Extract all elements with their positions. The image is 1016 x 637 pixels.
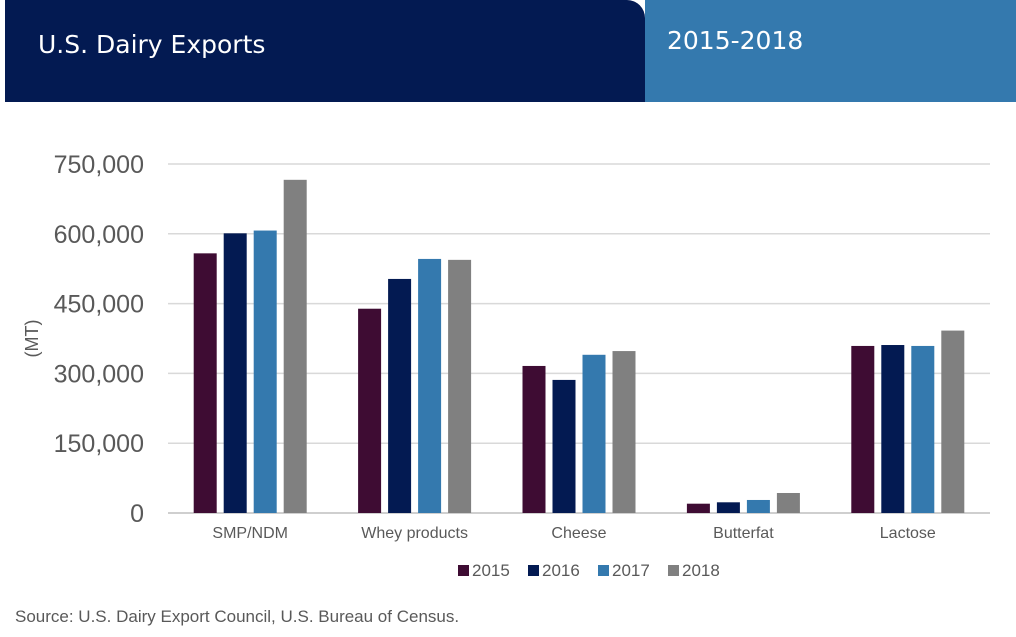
legend-swatch-2015	[458, 565, 469, 576]
header-title-panel: U.S. Dairy Exports	[5, 0, 645, 102]
x-tick-label: Lactose	[880, 525, 936, 542]
legend-label-2016: 2016	[542, 561, 580, 580]
bar-2016-cheese	[552, 379, 576, 513]
bar-2015-smp-ndm	[193, 253, 217, 513]
legend-label-2018: 2018	[682, 561, 720, 580]
page-title: U.S. Dairy Exports	[38, 30, 266, 59]
x-tick-label: Butterfat	[713, 525, 774, 542]
x-tick-label: Whey products	[361, 525, 468, 542]
source-note: Source: U.S. Dairy Export Council, U.S. …	[15, 607, 460, 626]
bar-2018-lactose	[941, 330, 965, 513]
bar-2018-cheese	[612, 351, 636, 513]
header-years-panel: 2015-2018	[645, 0, 1016, 102]
legend-swatch-2017	[598, 565, 609, 576]
bar-2018-smp-ndm	[283, 179, 307, 513]
y-tick-label: 300,000	[54, 360, 144, 388]
bar-2017-cheese	[582, 354, 606, 513]
y-axis-title: (MT)	[22, 320, 42, 358]
bar-2015-whey-products	[358, 308, 382, 513]
x-tick-label: Cheese	[551, 525, 606, 542]
bar-2016-whey-products	[388, 278, 412, 513]
y-tick-label: 150,000	[54, 430, 144, 458]
bar-2016-lactose	[881, 345, 905, 513]
bar-2017-smp-ndm	[253, 230, 277, 513]
bar-2018-whey-products	[448, 259, 472, 513]
bar-2017-butterfat	[746, 499, 770, 513]
bar-2016-butterfat	[716, 502, 740, 513]
bar-2015-butterfat	[686, 503, 710, 513]
bar-2018-butterfat	[776, 492, 800, 513]
y-tick-label: 750,000	[54, 151, 144, 179]
legend-label-2017: 2017	[612, 561, 650, 580]
legend-swatch-2018	[668, 565, 679, 576]
bar-2015-cheese	[522, 365, 546, 513]
legend-label-2015: 2015	[472, 561, 510, 580]
x-tick-label: SMP/NDM	[212, 525, 288, 542]
bar-2015-lactose	[851, 345, 875, 513]
bar-2017-lactose	[911, 345, 935, 513]
y-tick-label: 450,000	[54, 291, 144, 319]
years-label: 2015-2018	[667, 26, 804, 55]
legend-swatch-2016	[528, 565, 539, 576]
y-tick-label: 0	[130, 500, 144, 528]
y-tick-label: 600,000	[54, 221, 144, 249]
bar-2016-smp-ndm	[223, 233, 247, 514]
bar-2017-whey-products	[418, 258, 442, 513]
